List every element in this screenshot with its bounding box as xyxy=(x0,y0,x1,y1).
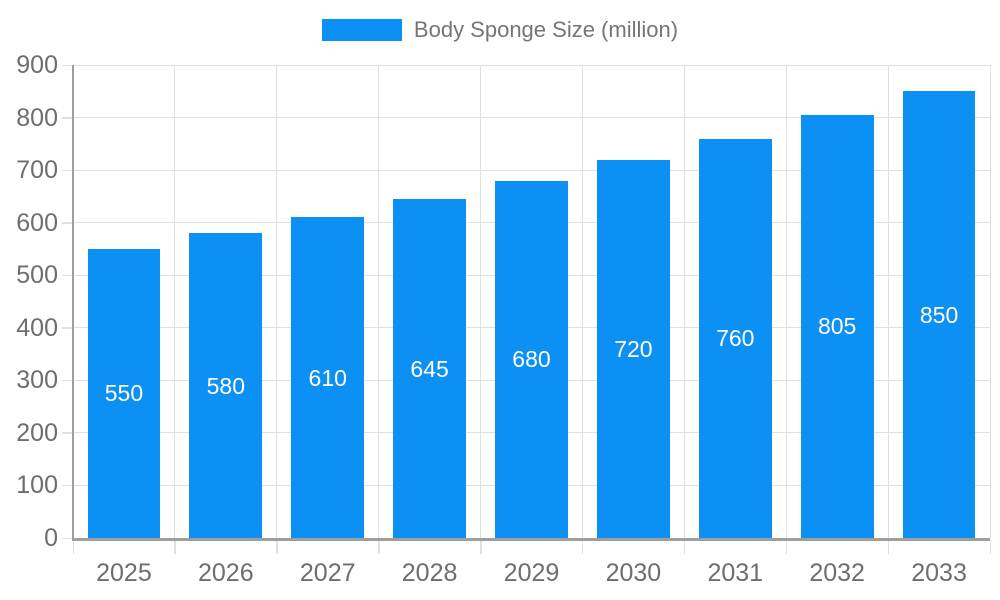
y-axis-label: 100 xyxy=(16,471,58,500)
x-axis-line xyxy=(72,538,990,541)
bar-value-label: 760 xyxy=(716,325,755,352)
y-axis-tick xyxy=(62,379,73,382)
bar-2025 xyxy=(87,248,161,538)
y-axis-label: 800 xyxy=(16,103,58,132)
x-axis-label-2032: 2032 xyxy=(809,559,865,587)
y-axis-label: 200 xyxy=(16,418,58,447)
x-axis-tick xyxy=(581,540,584,554)
bar-2027 xyxy=(291,217,365,538)
y-axis-label: 500 xyxy=(16,261,58,290)
y-axis-tick xyxy=(62,484,73,487)
y-axis-tick xyxy=(62,432,73,434)
y-axis-tick xyxy=(62,117,73,119)
y-axis-label: 0 xyxy=(44,524,58,552)
x-axis-tick xyxy=(378,540,380,554)
chart-legend: Body Sponge Size (million) xyxy=(0,17,1000,43)
bar-value-label: 720 xyxy=(614,335,653,362)
y-axis-tick xyxy=(62,537,73,539)
y-axis-line xyxy=(72,65,74,541)
y-axis-label: 600 xyxy=(16,208,58,237)
x-axis-label-2033: 2033 xyxy=(911,559,967,587)
x-axis-tick xyxy=(480,540,482,554)
x-axis-label-2027: 2027 xyxy=(299,559,356,587)
x-axis-tick xyxy=(174,540,176,554)
x-gridline xyxy=(378,65,380,538)
y-axis-tick xyxy=(62,222,73,224)
bar-2031 xyxy=(698,138,772,538)
x-axis-label-2030: 2030 xyxy=(605,559,662,587)
x-gridline xyxy=(989,65,991,538)
bar-value-label: 645 xyxy=(410,355,449,382)
x-axis-tick xyxy=(683,540,686,554)
bar-2026 xyxy=(189,233,263,538)
y-gridline xyxy=(73,169,990,171)
y-axis-label: 900 xyxy=(16,51,58,79)
y-axis-tick xyxy=(62,169,73,172)
x-gridline xyxy=(174,65,176,538)
bar-value-label: 805 xyxy=(817,313,857,340)
legend-item-body-sponge-size[interactable]: Body Sponge Size (million) xyxy=(321,17,679,43)
bar-value-label: 680 xyxy=(512,346,551,373)
x-axis-label-2029: 2029 xyxy=(503,559,560,587)
y-axis-tick xyxy=(62,274,73,277)
x-axis-label-2028: 2028 xyxy=(401,559,458,587)
bar-2029 xyxy=(495,180,568,538)
x-gridline xyxy=(480,65,482,538)
bar-value-label: 580 xyxy=(206,372,246,399)
y-axis-tick xyxy=(62,327,73,329)
x-gridline xyxy=(785,65,787,538)
legend-label: Body Sponge Size (million) xyxy=(413,17,679,42)
x-axis-label-2026: 2026 xyxy=(198,559,254,587)
x-gridline xyxy=(683,65,685,538)
x-axis-tick xyxy=(887,540,890,554)
y-axis-label: 400 xyxy=(16,313,58,342)
y-gridline xyxy=(73,117,990,119)
x-gridline xyxy=(887,65,889,538)
y-axis-tick xyxy=(62,64,73,66)
x-axis-label-2025: 2025 xyxy=(96,559,152,587)
bar-value-label: 550 xyxy=(104,380,144,407)
bar-value-label: 850 xyxy=(919,301,959,328)
y-gridline xyxy=(73,64,990,66)
x-axis-tick xyxy=(989,540,991,554)
bar-2033 xyxy=(902,91,976,538)
legend-swatch-icon xyxy=(321,19,402,41)
bar-2032 xyxy=(800,114,874,538)
bar-value-label: 610 xyxy=(308,364,347,391)
x-gridline xyxy=(276,65,278,538)
x-gridline xyxy=(581,65,583,538)
x-axis-tick xyxy=(72,540,74,554)
y-axis-label: 300 xyxy=(16,366,58,395)
y-axis-label: 700 xyxy=(16,156,58,185)
x-axis-tick xyxy=(785,540,788,554)
bar-2028 xyxy=(393,199,467,538)
x-axis-label-2031: 2031 xyxy=(707,559,764,587)
x-axis-tick xyxy=(276,540,278,554)
bar-2030 xyxy=(596,159,670,538)
